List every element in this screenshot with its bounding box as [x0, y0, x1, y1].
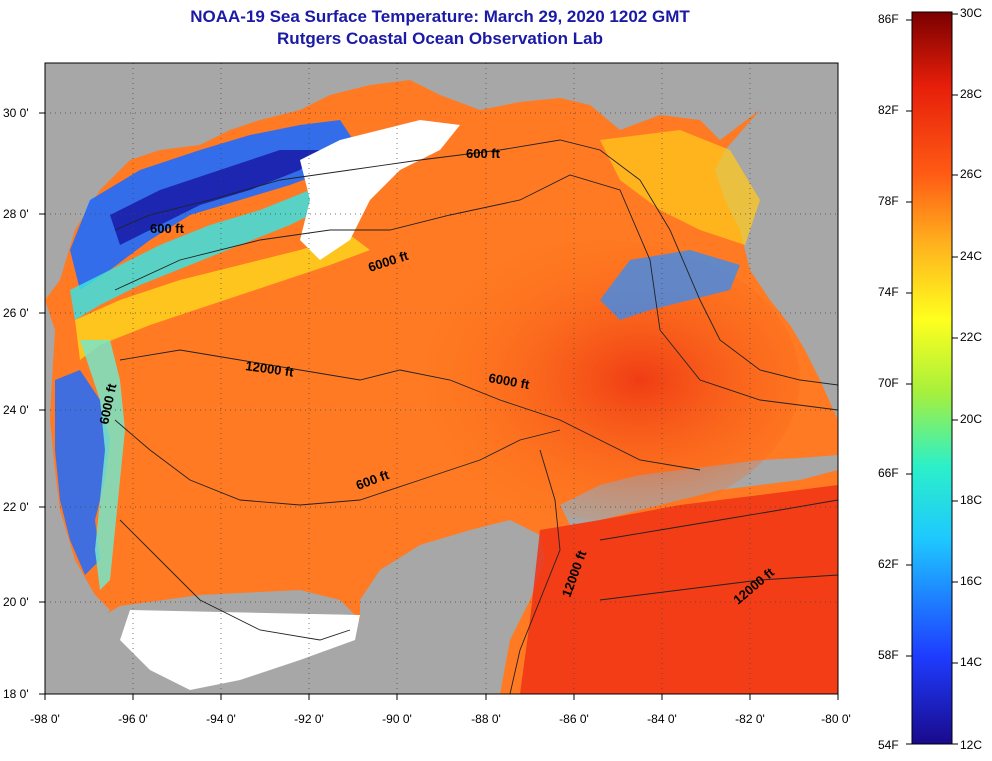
- x-tick-label: -90 0': [382, 712, 412, 726]
- colorbar-label-c: 18C: [960, 493, 983, 507]
- cloud-north: [300, 120, 460, 260]
- x-tick-label: -86 0': [559, 712, 589, 726]
- contour-label: 600 ft: [150, 221, 185, 236]
- x-tick-label: -88 0': [471, 712, 501, 726]
- contour-label: 12000 ft: [245, 358, 296, 380]
- cold-water-west: [55, 370, 110, 575]
- bathymetry-contours: [114, 139, 838, 694]
- x-tick-label: -94 0': [206, 712, 236, 726]
- contour-label: 6000 ft: [487, 370, 531, 392]
- cold-water-north-deep: [110, 150, 320, 245]
- shelf-water-north: [75, 235, 370, 360]
- y-tick-label: 20 0': [3, 595, 29, 609]
- colorbar-label-f: 86F: [878, 12, 899, 26]
- colorbar-label-f: 58F: [878, 648, 899, 662]
- cyan-band-north: [70, 170, 360, 320]
- colorbar-label-f: 78F: [878, 194, 899, 208]
- map-subtitle: Rutgers Coastal Ocean Observation Lab: [277, 29, 603, 48]
- graticule: [45, 63, 838, 694]
- colorbar-label-c: 30C: [960, 6, 983, 20]
- cloud-yucatan: [120, 610, 360, 690]
- map-frame: [44, 62, 839, 695]
- colorbar-label-f: 62F: [878, 557, 899, 571]
- colorbar-label-f: 70F: [878, 376, 899, 390]
- loop-current-warm: [400, 240, 800, 520]
- colorbar-label-c: 28C: [960, 87, 983, 101]
- cyan-band-west: [80, 340, 125, 590]
- colorbar-label-f: 82F: [878, 103, 899, 117]
- land-us-north: [45, 63, 838, 300]
- colorbar-label-c: 14C: [960, 655, 983, 669]
- frame-ticks: [39, 112, 839, 700]
- y-tick-label: 30 0': [3, 106, 29, 120]
- colorbar-label-c: 24C: [960, 249, 983, 263]
- colorbar-label-c: 26C: [960, 167, 983, 181]
- x-tick-label: -82 0': [735, 712, 765, 726]
- x-tick-label: -98 0': [30, 712, 60, 726]
- caribbean-warm: [520, 485, 838, 694]
- cold-water-east: [600, 250, 740, 320]
- colorbar-label-f: 54F: [878, 738, 899, 752]
- x-tick-label: -92 0': [294, 712, 324, 726]
- y-tick-label: 18 0': [3, 687, 29, 701]
- map-image-area: 600 ft 600 ft 600 ft 6000 ft 6000 ft 600…: [45, 63, 838, 694]
- colorbar-label-c: 20C: [960, 412, 983, 426]
- x-tick-label: -96 0': [118, 712, 148, 726]
- colorbar-ticks: [906, 13, 958, 745]
- x-tick-labels: -98 0' -96 0' -94 0' -92 0' -90 0' -88 0…: [30, 712, 851, 726]
- colorbar-label-c: 12C: [960, 738, 983, 752]
- y-tick-label: 22 0': [3, 500, 29, 514]
- colorbar-label-f: 74F: [878, 285, 899, 299]
- colorbar-label-c: 16C: [960, 574, 983, 588]
- y-tick-label: 26 0': [3, 306, 29, 320]
- land-mexico-west: [45, 300, 110, 694]
- y-tick-label: 24 0': [3, 403, 29, 417]
- colorbar: [911, 11, 953, 745]
- map-title: NOAA-19 Sea Surface Temperature: March 2…: [190, 7, 690, 26]
- x-tick-label: -80 0': [821, 712, 851, 726]
- y-tick-label: 28 0': [3, 207, 29, 221]
- x-tick-label: -84 0': [647, 712, 677, 726]
- land-florida: [715, 63, 838, 420]
- colorbar-label-f: 66F: [878, 466, 899, 480]
- y-tick-labels: 30 0' 28 0' 26 0' 24 0' 22 0' 20 0' 18 0…: [3, 106, 29, 701]
- yellow-shelf-east: [600, 130, 760, 245]
- colorbar-label-c: 22C: [960, 330, 983, 344]
- contour-label: 600 ft: [466, 146, 501, 161]
